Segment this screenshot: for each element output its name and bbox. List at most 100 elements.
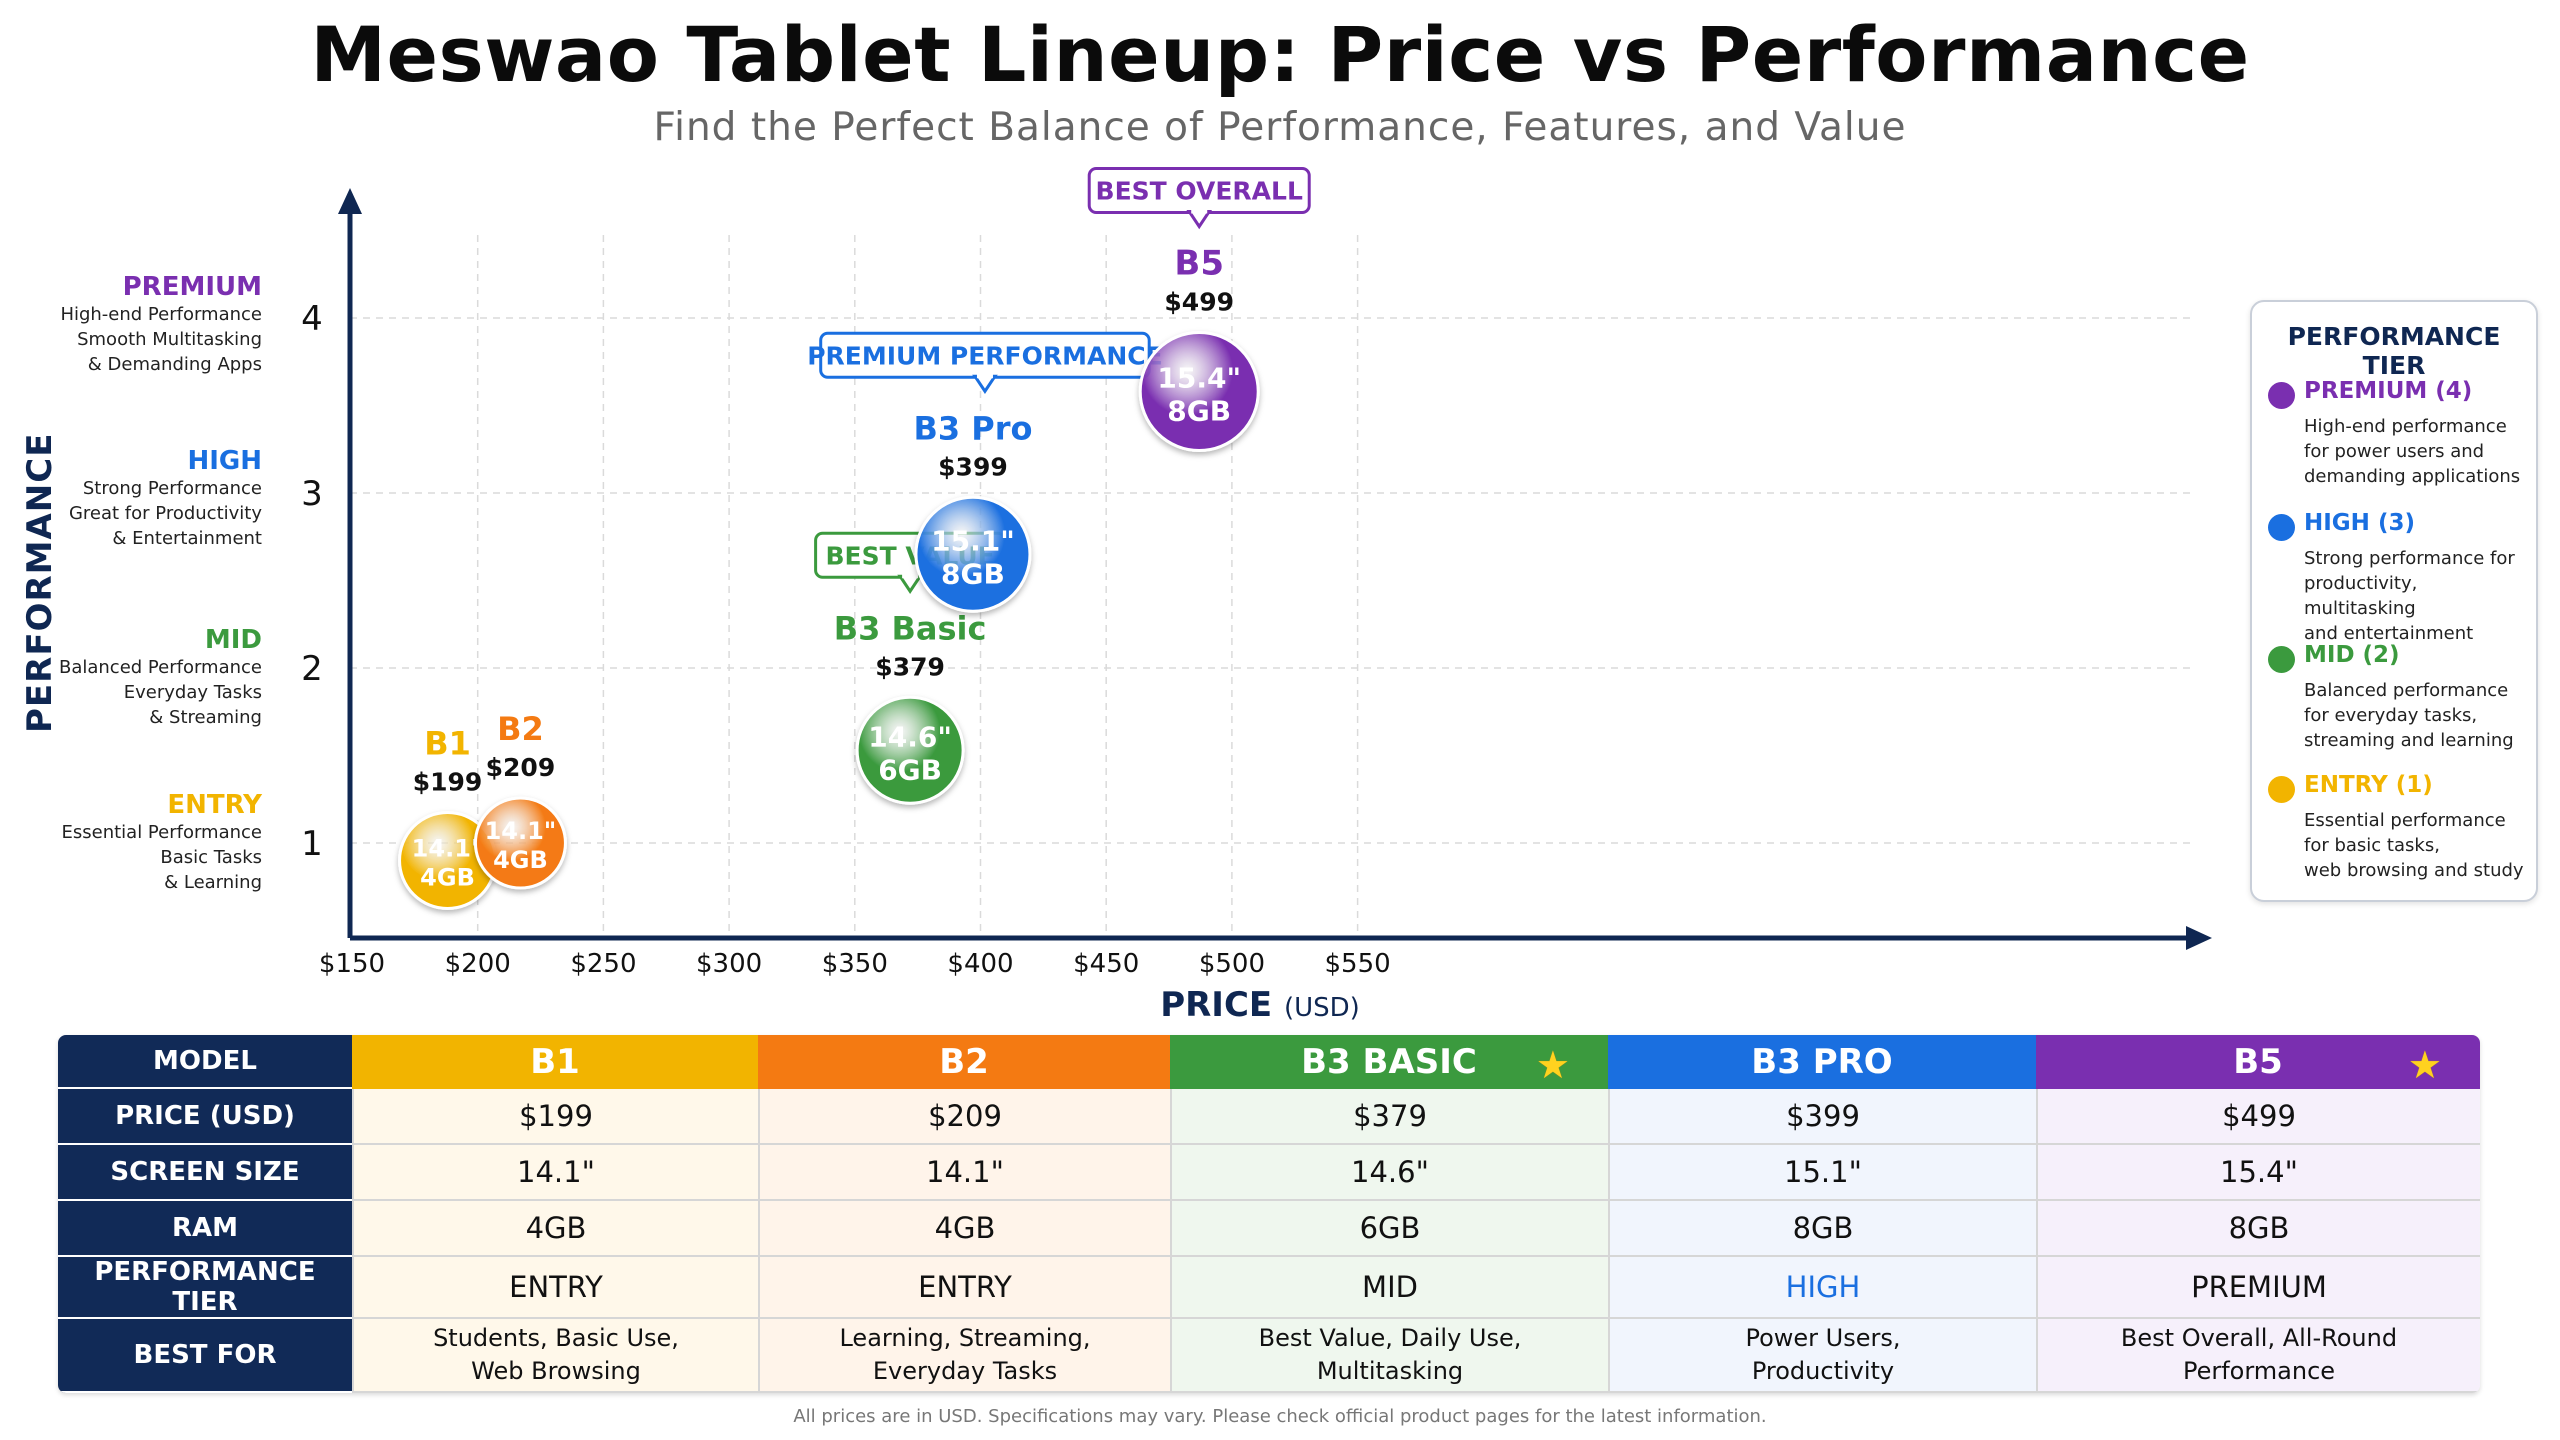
point-ram-label: 4GB [493, 846, 548, 874]
x-tick-label: $300 [696, 949, 762, 979]
table-cell: HIGH [1608, 1257, 2036, 1319]
x-axis-title: PRICE [1160, 985, 1273, 1025]
row-header: PERFORMANCE TIER [58, 1257, 352, 1319]
tier-label-entry: ENTRY Essential Performance Basic Tasks … [62, 790, 263, 895]
y-tick-label: 3 [301, 474, 323, 514]
x-tick-label: $500 [1199, 949, 1265, 979]
table-cell: $209 [758, 1089, 1170, 1145]
y-tick-label: 2 [301, 649, 323, 689]
table-cell: 4GB [352, 1201, 758, 1257]
row-header: RAM [58, 1201, 352, 1257]
point-ram-label: 4GB [420, 864, 475, 892]
y-tick-label: 1 [301, 824, 323, 864]
point-price-label: $209 [486, 753, 556, 782]
badge-pointer-icon [1186, 210, 1213, 230]
point-marker [473, 796, 567, 890]
point-screen-label: 15.4" [1157, 362, 1241, 395]
data-point-b5: 15.4"8GB $499 B5 BEST OVERALL [1087, 167, 1311, 452]
x-tick-label: $550 [1325, 949, 1391, 979]
point-screen-label: 15.1" [931, 524, 1015, 557]
data-point-b1: 14.1"4GB $199 B1 [398, 725, 498, 910]
tier-label-high: HIGH Strong Performance Great for Produc… [69, 446, 262, 551]
point-screen-label: 14.1" [485, 817, 557, 845]
point-price-label: $499 [1164, 288, 1234, 317]
table-cell: ENTRY [758, 1257, 1170, 1319]
tier-description: High-end Performance Smooth Multitasking… [60, 304, 262, 375]
table-row: PERFORMANCE TIER ENTRY ENTRY MID HIGH PREMIUM [58, 1257, 2480, 1319]
legend: PERFORMANCE TIER PREMIUM (4) High-end pe… [2250, 300, 2538, 902]
table-cell: 4GB [758, 1201, 1170, 1257]
star-icon: ★ [2407, 1043, 2442, 1087]
badge-pointer-icon [972, 374, 998, 394]
table-cell: Best Value, Daily Use, Multitasking [1170, 1319, 1608, 1393]
table-cell: PREMIUM [2036, 1257, 2480, 1319]
table-cell: $199 [352, 1089, 758, 1145]
row-header: SCREEN SIZE [58, 1145, 352, 1201]
badge-label: BEST OVERALL [1096, 177, 1303, 206]
point-screen-label: 14.1" [412, 835, 484, 863]
page-subtitle: Find the Perfect Balance of Performance,… [653, 105, 1907, 150]
column-header-b1: B1 [352, 1035, 758, 1089]
x-tick-label: $250 [570, 949, 636, 979]
badge-pointer-mask [976, 373, 993, 379]
point-ram-label: 8GB [1167, 395, 1231, 428]
legend-dot-icon [2268, 646, 2295, 673]
page-title: Meswao Tablet Lineup: Price vs Performan… [310, 10, 2250, 99]
x-tick-label: $450 [1073, 949, 1139, 979]
table-cell: 8GB [2036, 1201, 2480, 1257]
legend-item-name: MID (2) [2304, 642, 2400, 668]
tier-name: PREMIUM [122, 272, 262, 302]
column-header-b5: B5 ★ [2036, 1035, 2480, 1089]
tier-description: Essential Performance Basic Tasks & Lear… [61, 822, 263, 893]
table-cell: 6GB [1170, 1201, 1608, 1257]
legend-dot-icon [2268, 514, 2295, 541]
table-corner-header: MODEL [58, 1035, 352, 1089]
table-row: PRICE (USD) $199 $209 $379 $399 $499 [58, 1089, 2480, 1145]
legend-title: PERFORMANCE TIER [2287, 322, 2501, 380]
point-price-label: $399 [938, 452, 1008, 481]
y-axis-label: PERFORMANCE [20, 432, 60, 733]
table-row: RAM 4GB 4GB 6GB 8GB 8GB [58, 1201, 2480, 1257]
point-screen-label: 14.6" [868, 720, 952, 753]
point-name-label: B5 [1174, 244, 1224, 284]
table-cell: Students, Basic Use, Web Browsing [352, 1319, 758, 1393]
table-row: BEST FOR Students, Basic Use, Web Browsin… [58, 1319, 2480, 1393]
x-tick-label: $150 [319, 949, 385, 979]
column-header-label: B5 [2233, 1042, 2283, 1082]
table-row: SCREEN SIZE 14.1" 14.1" 14.6" 15.1" 15.4" [58, 1145, 2480, 1201]
legend-item-name: ENTRY (1) [2304, 772, 2433, 798]
badge-callout: PREMIUM PERFORMANCE [807, 331, 1163, 394]
legend-dot-icon [2268, 382, 2295, 409]
point-marker [855, 695, 965, 805]
tier-name: HIGH [187, 446, 262, 476]
table-cell: $379 [1170, 1089, 1608, 1145]
table-cell: $499 [2036, 1089, 2480, 1145]
table-cell: 8GB [1608, 1201, 2036, 1257]
x-tick-label: $400 [947, 949, 1013, 979]
table-header-row: MODEL B1 B2 B3 BASIC ★ B3 PRO B5 ★ [58, 1035, 2480, 1089]
spec-comparison-table: MODEL B1 B2 B3 BASIC ★ B3 PRO B5 ★ PRICE (… [58, 1035, 2480, 1393]
price-performance-chart: $150 $200 $250 $300 $350 $400 $450 $500 $550 1 2 3 4… [301, 167, 2212, 979]
legend-item-description: High-end performance for power users and… [2304, 416, 2521, 487]
tier-label-mid: MID Balanced Performance Everyday Tasks … [59, 625, 262, 730]
column-header-label: B2 [939, 1042, 989, 1082]
column-header-b3-pro: B3 PRO [1608, 1035, 2036, 1089]
point-marker [1138, 331, 1260, 452]
legend-item-name: HIGH (3) [2304, 510, 2415, 536]
star-icon: ★ [1535, 1043, 1570, 1087]
badge-pointer-mask [1191, 208, 1208, 214]
tier-description: Balanced Performance Everyday Tasks & St… [58, 657, 262, 728]
point-name-label: B3 Pro [913, 409, 1032, 447]
column-header-b3-basic: B3 BASIC ★ [1170, 1035, 1608, 1089]
point-price-label: $379 [875, 652, 945, 681]
legend-dot-icon [2268, 776, 2295, 803]
legend-item-name: PREMIUM (4) [2304, 378, 2473, 404]
table-cell: MID [1170, 1257, 1608, 1319]
y-tick-label: 4 [301, 299, 323, 339]
x-tick-label: $350 [822, 949, 888, 979]
point-price-label: $199 [413, 768, 483, 797]
table-cell: 14.1" [758, 1145, 1170, 1201]
point-name-label: B3 Basic [834, 609, 987, 647]
x-axis-label: PRICE (USD) [1060, 985, 1460, 1025]
table-cell: 15.1" [1608, 1145, 2036, 1201]
